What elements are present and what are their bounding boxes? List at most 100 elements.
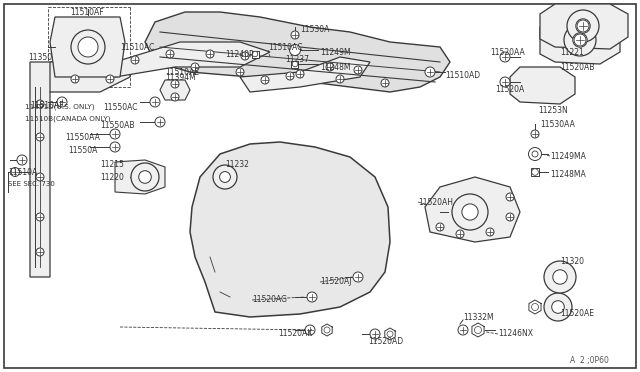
- Circle shape: [106, 75, 114, 83]
- Circle shape: [150, 97, 160, 107]
- Text: 11520AK: 11520AK: [278, 330, 312, 339]
- Polygon shape: [190, 142, 390, 317]
- Circle shape: [326, 63, 334, 71]
- Circle shape: [305, 325, 315, 335]
- Text: 11510AF: 11510AF: [30, 100, 63, 109]
- Circle shape: [564, 24, 596, 56]
- Text: 11248M: 11248M: [320, 62, 351, 71]
- Polygon shape: [385, 328, 395, 340]
- Circle shape: [458, 325, 468, 335]
- Bar: [531, 168, 539, 176]
- Circle shape: [474, 327, 481, 334]
- Circle shape: [171, 80, 179, 88]
- Circle shape: [307, 292, 317, 302]
- Polygon shape: [425, 177, 520, 242]
- Text: 11320: 11320: [560, 257, 584, 266]
- Bar: [252, 51, 259, 58]
- Text: 11240P: 11240P: [225, 49, 253, 58]
- Polygon shape: [540, 17, 620, 64]
- Circle shape: [573, 33, 588, 47]
- Polygon shape: [115, 42, 270, 77]
- Circle shape: [36, 248, 44, 256]
- Text: 11510AE: 11510AE: [165, 67, 199, 77]
- Circle shape: [462, 204, 478, 220]
- Text: 11237: 11237: [285, 55, 309, 64]
- Text: 11520AB: 11520AB: [560, 62, 595, 71]
- Circle shape: [532, 151, 538, 157]
- Circle shape: [506, 193, 514, 201]
- Text: A  2 ;0P60: A 2 ;0P60: [570, 356, 609, 365]
- Circle shape: [381, 79, 389, 87]
- Text: 11520AH: 11520AH: [418, 198, 453, 206]
- Circle shape: [36, 173, 44, 181]
- Text: 11332M: 11332M: [463, 312, 493, 321]
- Circle shape: [155, 117, 165, 127]
- Circle shape: [500, 77, 510, 87]
- Polygon shape: [50, 62, 130, 92]
- Circle shape: [553, 270, 567, 284]
- Text: 11221: 11221: [560, 48, 584, 57]
- Text: SEE SEC. 730: SEE SEC. 730: [8, 181, 55, 187]
- Text: 11550AB: 11550AB: [100, 121, 134, 129]
- Text: 11249M: 11249M: [320, 48, 351, 57]
- Polygon shape: [322, 324, 332, 336]
- Circle shape: [289, 45, 301, 55]
- Circle shape: [544, 293, 572, 321]
- Polygon shape: [240, 57, 370, 92]
- Circle shape: [36, 133, 44, 141]
- Circle shape: [110, 142, 120, 152]
- Circle shape: [456, 230, 464, 238]
- Circle shape: [531, 304, 538, 311]
- Circle shape: [353, 272, 363, 282]
- Text: 11510AF: 11510AF: [70, 7, 104, 16]
- Circle shape: [324, 327, 330, 333]
- Circle shape: [171, 93, 179, 101]
- Text: 11530A: 11530A: [300, 25, 330, 33]
- Text: 11232: 11232: [225, 160, 249, 169]
- Circle shape: [36, 100, 44, 108]
- Bar: [291, 61, 298, 67]
- Polygon shape: [160, 80, 190, 100]
- Circle shape: [552, 301, 564, 313]
- Circle shape: [286, 72, 294, 80]
- Text: 11391D(U.S. ONLY): 11391D(U.S. ONLY): [25, 104, 95, 110]
- Circle shape: [529, 148, 541, 160]
- Circle shape: [166, 50, 174, 58]
- Polygon shape: [510, 67, 575, 104]
- Circle shape: [78, 37, 98, 57]
- Circle shape: [206, 50, 214, 58]
- Polygon shape: [115, 160, 165, 194]
- Circle shape: [236, 68, 244, 76]
- Text: 11253N: 11253N: [538, 106, 568, 115]
- Text: 11520AD: 11520AD: [368, 337, 403, 346]
- Circle shape: [577, 20, 589, 32]
- Circle shape: [81, 39, 95, 55]
- Circle shape: [81, 40, 95, 54]
- Text: 11510AC: 11510AC: [120, 42, 154, 51]
- Text: 11520AJ: 11520AJ: [320, 278, 351, 286]
- Circle shape: [354, 66, 362, 74]
- Circle shape: [574, 34, 586, 46]
- Text: 11248MA: 11248MA: [550, 170, 586, 179]
- Circle shape: [425, 67, 435, 77]
- Circle shape: [110, 129, 120, 139]
- Text: 11520AA: 11520AA: [490, 48, 525, 57]
- Polygon shape: [529, 300, 541, 314]
- Circle shape: [532, 169, 538, 175]
- Text: 11510AC: 11510AC: [268, 42, 302, 51]
- Circle shape: [131, 163, 159, 191]
- Polygon shape: [145, 12, 450, 92]
- Circle shape: [296, 70, 304, 78]
- Text: 11520AG: 11520AG: [252, 295, 287, 305]
- Text: 11550AC: 11550AC: [103, 103, 138, 112]
- Circle shape: [57, 97, 67, 107]
- Text: 11510AD: 11510AD: [445, 71, 480, 80]
- Text: 11510A: 11510A: [8, 167, 37, 176]
- Text: 11550A: 11550A: [68, 145, 97, 154]
- Text: 11510B(CANADA ONLY): 11510B(CANADA ONLY): [25, 116, 111, 122]
- Circle shape: [486, 228, 494, 236]
- Circle shape: [436, 223, 444, 231]
- Circle shape: [252, 51, 258, 57]
- Text: 11246NX: 11246NX: [498, 330, 533, 339]
- Circle shape: [576, 19, 590, 33]
